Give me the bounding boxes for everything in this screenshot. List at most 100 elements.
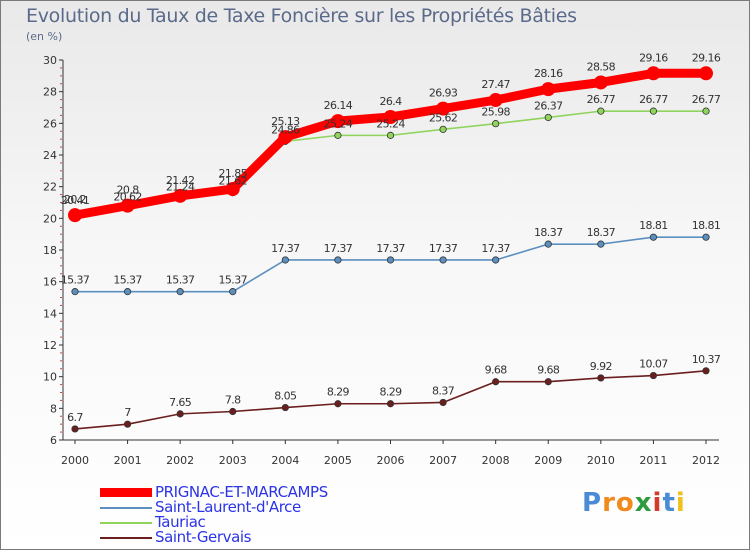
y-minor-tick — [60, 170, 62, 172]
data-label: 10.37 — [692, 353, 721, 366]
x-tick-label: 2010 — [587, 454, 615, 467]
data-label: 9.68 — [537, 364, 560, 377]
y-minor-tick — [60, 431, 62, 433]
data-labels-layer: 6.7 7 7.65 7.8 8.05 8.29 8.29 8.37 9.68 9.68 9.92 1… — [61, 51, 722, 424]
data-label: 15.37 — [61, 274, 90, 287]
data-label: 17.37 — [376, 242, 405, 255]
data-label: 8.05 — [274, 390, 297, 403]
data-label: 9.92 — [590, 360, 612, 373]
y-minor-tick — [60, 107, 62, 108]
data-point — [649, 371, 658, 380]
data-point — [492, 256, 500, 264]
x-tick-label: 2011 — [639, 454, 667, 467]
series-layer — [68, 66, 713, 433]
legend-label: Tauriac — [155, 513, 206, 531]
data-point — [597, 107, 605, 115]
y-minor-tick — [60, 384, 62, 386]
data-point — [229, 288, 237, 296]
y-tick-label: 30 — [43, 54, 57, 67]
data-point — [492, 120, 500, 128]
data-point — [597, 374, 605, 382]
y-axis-unit-label: (en %) — [26, 30, 63, 43]
data-label: 26.77 — [692, 93, 721, 106]
data-label: 21.62 — [219, 175, 248, 188]
data-point — [439, 125, 447, 133]
y-minor-tick — [60, 209, 62, 211]
y-minor-tick — [60, 67, 62, 69]
y-tick-label: 28 — [43, 86, 57, 99]
data-point — [334, 400, 342, 408]
y-minor-tick — [60, 146, 62, 148]
data-label: 26.77 — [587, 93, 616, 106]
data-label: 25.24 — [376, 117, 405, 130]
data-label: 15.37 — [166, 274, 195, 287]
data-label: 10.07 — [639, 358, 668, 371]
data-point — [544, 378, 552, 386]
y-minor-tick — [60, 162, 62, 164]
legend-swatch-prignac — [100, 488, 152, 497]
logo-letter: x — [634, 488, 653, 518]
data-label: 17.37 — [429, 242, 458, 255]
data-label: 28.58 — [587, 60, 616, 73]
y-minor-tick — [60, 75, 62, 77]
y-minor-tick — [60, 336, 62, 338]
data-label: 20.2 — [64, 193, 86, 206]
y-minor-tick — [60, 225, 62, 227]
y-minor-tick — [60, 415, 62, 417]
data-point — [68, 208, 82, 223]
y-tick-label: 24 — [43, 149, 57, 162]
data-label: 15.37 — [113, 274, 142, 287]
data-point — [330, 114, 345, 129]
data-point — [386, 400, 395, 408]
data-label: 20.62 — [113, 191, 142, 204]
data-label: 28.16 — [534, 67, 563, 80]
x-tick-label: 2006 — [377, 454, 405, 467]
y-tick-label: 20 — [43, 212, 57, 225]
y-tick-label: 6 — [50, 434, 57, 447]
legend-swatch-saint-gervais — [100, 537, 152, 539]
y-tick-label: 10 — [43, 371, 57, 384]
data-label: 8.29 — [327, 386, 350, 399]
data-label: 18.81 — [692, 219, 721, 232]
y-minor-tick — [60, 399, 62, 401]
y-minor-tick — [60, 178, 62, 180]
data-label: 26.4 — [379, 95, 402, 108]
y-minor-tick — [60, 297, 62, 298]
data-point — [71, 425, 79, 433]
logo-letter: r — [602, 488, 616, 518]
legend-label: Saint-Laurent-d'Arce — [155, 498, 301, 516]
legend-label: PRIGNAC-ET-MARCAMPS — [155, 483, 328, 501]
data-label: 25.24 — [324, 117, 353, 130]
x-tick-label: 2002 — [166, 454, 194, 467]
data-label: 26.14 — [324, 99, 353, 112]
logo-letter: i — [652, 488, 663, 518]
data-point — [334, 131, 342, 139]
data-point — [439, 256, 447, 264]
logo-letter: i — [675, 488, 686, 518]
data-point — [488, 93, 503, 108]
data-label: 21.85 — [219, 167, 248, 180]
data-point — [646, 66, 661, 81]
data-point — [544, 240, 552, 248]
legend-label: Saint-Gervais — [155, 528, 252, 546]
data-label: 7.65 — [169, 396, 192, 409]
data-label: 6.7 — [67, 411, 83, 424]
data-label: 17.37 — [481, 242, 510, 255]
data-point — [702, 367, 710, 375]
y-minor-tick — [60, 368, 62, 370]
data-point — [281, 403, 289, 412]
y-tick-label: 8 — [50, 402, 57, 415]
data-label: 25.98 — [481, 106, 510, 119]
data-label: 8.37 — [432, 384, 455, 397]
data-point — [702, 107, 710, 115]
x-tick-label: 2001 — [114, 454, 142, 467]
x-tick-label: 2012 — [692, 454, 720, 467]
data-label: 27.47 — [481, 78, 510, 91]
data-point — [541, 82, 556, 97]
data-label: 17.37 — [324, 242, 353, 255]
y-minor-tick — [60, 130, 62, 132]
data-label: 21.24 — [166, 181, 195, 194]
y-minor-tick — [60, 241, 62, 243]
